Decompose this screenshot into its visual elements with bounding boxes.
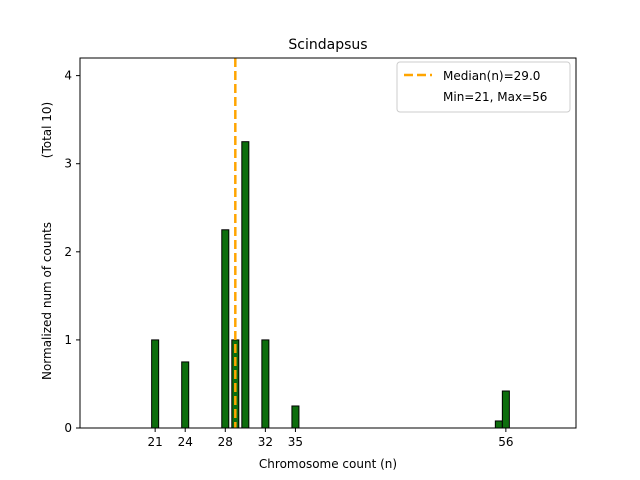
x-tick-label-32: 32 (258, 435, 273, 449)
chart-title: Scindapsus (288, 37, 367, 53)
x-axis-label: Chromosome count (n) (259, 457, 397, 471)
plot-frame (79, 57, 577, 429)
bar-1 (181, 361, 190, 429)
bar-2 (221, 229, 230, 429)
x-tick-label-35: 35 (288, 435, 303, 449)
bar-7 (494, 420, 503, 429)
x-tick-label-24: 24 (178, 435, 193, 449)
bar-5 (261, 339, 270, 429)
x-tick-label-56: 56 (498, 435, 513, 449)
x-axis: 21 24 28 32 35 56 (148, 428, 513, 449)
x-tick-label-21: 21 (148, 435, 163, 449)
bar-8 (501, 390, 510, 429)
x-tick-label-28: 28 (218, 435, 233, 449)
y-tick-label-4: 4 (64, 69, 72, 83)
y-tick-label-1: 1 (64, 333, 72, 347)
legend-median-label: Median(n)=29.0 (443, 69, 540, 83)
bar-6 (291, 405, 300, 429)
legend: Median(n)=29.0 Min=21, Max=56 (396, 61, 571, 113)
y-axis: 0 1 2 3 4 (64, 69, 80, 435)
bar-0 (151, 339, 160, 429)
bars-group (151, 141, 510, 429)
y-tick-label-3: 3 (64, 157, 72, 171)
bar-4 (241, 141, 250, 429)
y-axis-sublabel: (Total 10) (40, 102, 54, 158)
y-tick-label-0: 0 (64, 421, 72, 435)
legend-range-label: Min=21, Max=56 (443, 90, 547, 104)
y-tick-label-2: 2 (64, 245, 72, 259)
legend-box (396, 61, 571, 113)
y-axis-label: Normalized num of counts (40, 222, 54, 380)
